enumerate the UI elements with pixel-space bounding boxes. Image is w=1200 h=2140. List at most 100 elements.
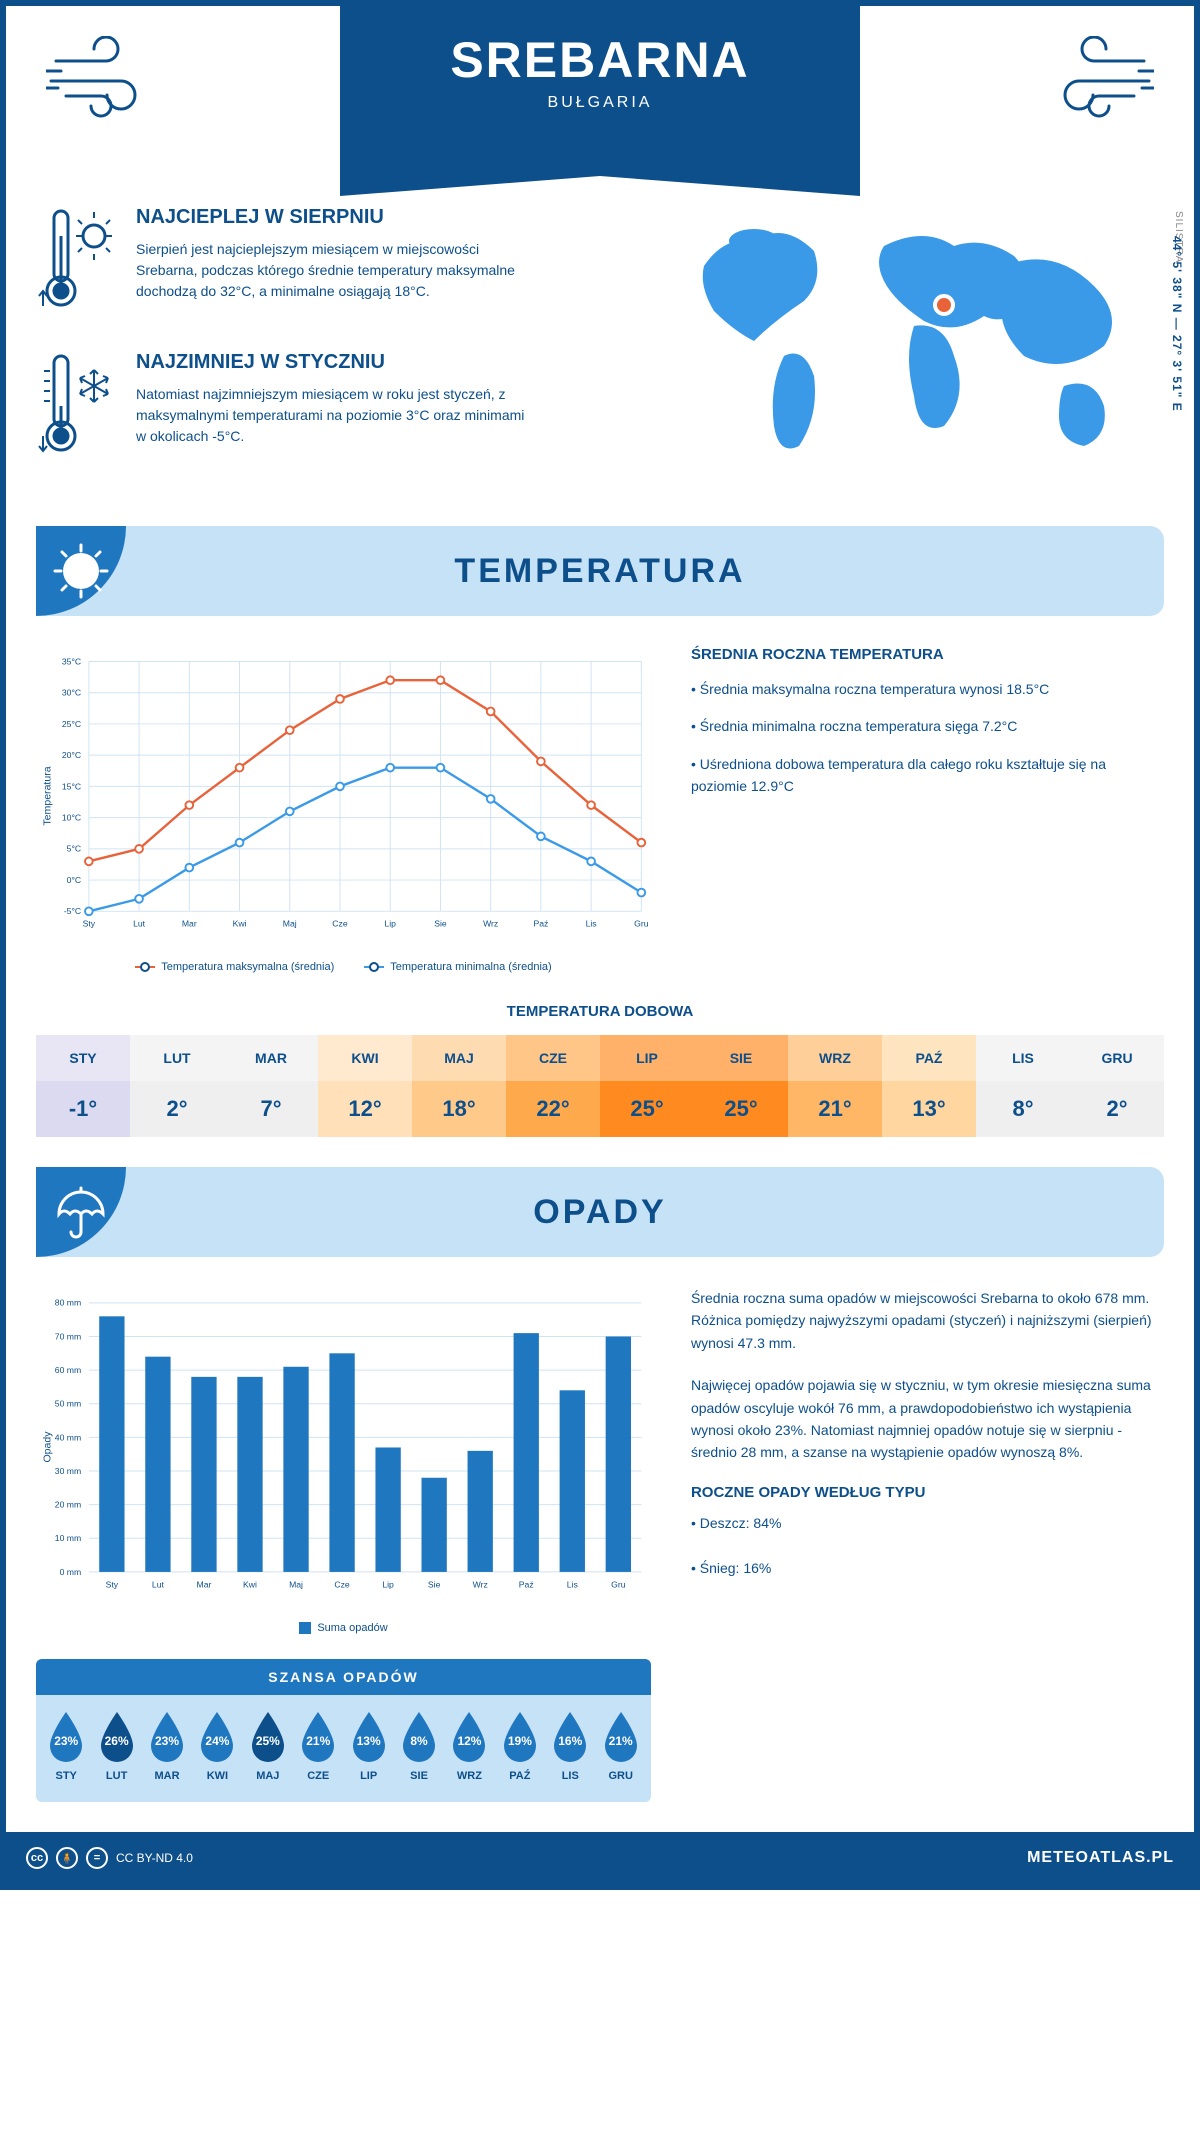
svg-text:Paź: Paź [533, 919, 548, 929]
daily-col: LUT2° [130, 1035, 224, 1137]
chance-drop: 13%LIP [347, 1710, 391, 1782]
svg-text:50 mm: 50 mm [55, 1399, 81, 1409]
chance-drop: 12%WRZ [447, 1710, 491, 1782]
svg-text:35°C: 35°C [62, 656, 81, 666]
chance-drop: 16%LIS [548, 1710, 592, 1782]
precip-type-bullet: • Deszcz: 84% [691, 1511, 1164, 1536]
annual-temp-bullet: • Średnia maksymalna roczna temperatura … [691, 678, 1164, 700]
chance-drop: 23%MAR [145, 1710, 189, 1782]
chance-drop: 8%SIE [397, 1710, 441, 1782]
daily-temp-title: TEMPERATURA DOBOWA [36, 1003, 1164, 1020]
sun-icon [36, 526, 126, 616]
daily-month: SIE [694, 1035, 788, 1081]
chance-title: SZANSA OPADÓW [36, 1659, 651, 1695]
precip-type-bullet: • Śnieg: 16% [691, 1556, 1164, 1581]
by-icon: 🧍 [56, 1847, 78, 1869]
wind-icon-left [46, 36, 156, 131]
legend-precip: Suma opadów [317, 1622, 387, 1634]
daily-col: LIP25° [600, 1035, 694, 1137]
svg-text:10°C: 10°C [62, 813, 81, 823]
svg-text:Sie: Sie [428, 1579, 441, 1589]
daily-value: 18° [412, 1081, 506, 1137]
svg-text:Gru: Gru [634, 919, 649, 929]
precip-type-title: ROCZNE OPADY WEDŁUG TYPU [691, 1484, 1164, 1501]
chance-drop: 23%STY [44, 1710, 88, 1782]
daily-value: 21° [788, 1081, 882, 1137]
temperature-line-chart: -5°C0°C5°C10°C15°C20°C25°C30°C35°CStyLut… [36, 646, 651, 946]
daily-value: 8° [976, 1081, 1070, 1137]
chance-drop: 21%CZE [296, 1710, 340, 1782]
page: SREBARNA BUŁGARIA [0, 0, 1200, 1890]
daily-value: 2° [1070, 1081, 1164, 1137]
svg-text:Lut: Lut [133, 919, 146, 929]
svg-text:15°C: 15°C [62, 781, 81, 791]
site-name: METEOATLAS.PL [1027, 1849, 1174, 1867]
precip-title: OPADY [533, 1193, 666, 1232]
svg-text:30°C: 30°C [62, 688, 81, 698]
svg-text:60 mm: 60 mm [55, 1365, 81, 1375]
daily-month: CZE [506, 1035, 600, 1081]
daily-month: MAJ [412, 1035, 506, 1081]
svg-text:25°C: 25°C [62, 719, 81, 729]
title-banner: SREBARNA BUŁGARIA [340, 6, 860, 176]
temperature-title: TEMPERATURA [454, 552, 745, 591]
svg-text:Lip: Lip [384, 919, 396, 929]
temperature-body: -5°C0°C5°C10°C15°C20°C25°C30°C35°CStyLut… [36, 646, 1164, 973]
svg-text:70 mm: 70 mm [55, 1331, 81, 1341]
wind-icon-right [1044, 36, 1154, 131]
precip-body: 0 mm10 mm20 mm30 mm40 mm50 mm60 mm70 mm8… [36, 1287, 1164, 1802]
precip-summary: Średnia roczna suma opadów w miejscowośc… [691, 1287, 1164, 1802]
svg-text:Gru: Gru [611, 1579, 626, 1589]
daily-col: MAJ18° [412, 1035, 506, 1137]
footer: cc 🧍 = CC BY-ND 4.0 METEOATLAS.PL [6, 1832, 1194, 1884]
chance-box: SZANSA OPADÓW 23%STY26%LUT23%MAR24%KWI25… [36, 1659, 651, 1802]
svg-text:0 mm: 0 mm [60, 1567, 82, 1577]
svg-text:30 mm: 30 mm [55, 1466, 81, 1476]
svg-text:Cze: Cze [334, 1579, 350, 1589]
daily-month: PAŹ [882, 1035, 976, 1081]
map-svg [664, 206, 1164, 466]
daily-month: LUT [130, 1035, 224, 1081]
annual-temp-bullet: • Uśredniona dobowa temperatura dla całe… [691, 753, 1164, 798]
daily-col: LIS8° [976, 1035, 1070, 1137]
daily-value: 25° [694, 1081, 788, 1137]
svg-text:20 mm: 20 mm [55, 1500, 81, 1510]
svg-text:Lip: Lip [382, 1579, 394, 1589]
hottest-fact: NAJCIEPLEJ W SIERPNIU Sierpień jest najc… [36, 206, 634, 321]
coldest-text: Natomiast najzimniejszym miesiącem w rok… [136, 384, 536, 447]
license-text: CC BY-ND 4.0 [116, 1851, 193, 1865]
location-marker [935, 296, 953, 314]
svg-text:Sty: Sty [106, 1579, 119, 1589]
svg-text:Kwi: Kwi [243, 1579, 257, 1589]
svg-text:Maj: Maj [289, 1579, 303, 1589]
intro-section: NAJCIEPLEJ W SIERPNIU Sierpień jest najc… [36, 206, 1164, 496]
daily-col: MAR7° [224, 1035, 318, 1137]
svg-text:Lis: Lis [586, 919, 597, 929]
svg-text:-5°C: -5°C [64, 906, 81, 916]
svg-text:Lut: Lut [152, 1579, 165, 1589]
svg-text:Cze: Cze [332, 919, 348, 929]
svg-text:40 mm: 40 mm [55, 1432, 81, 1442]
daily-col: WRZ21° [788, 1035, 882, 1137]
daily-temp-table: STY-1°LUT2°MAR7°KWI12°MAJ18°CZE22°LIP25°… [36, 1035, 1164, 1137]
daily-value: -1° [36, 1081, 130, 1137]
temperature-summary: ŚREDNIA ROCZNA TEMPERATURA • Średnia mak… [691, 646, 1164, 973]
chance-drop: 21%GRU [599, 1710, 643, 1782]
daily-col: SIE25° [694, 1035, 788, 1137]
svg-text:Sty: Sty [83, 919, 96, 929]
svg-text:Temperatura: Temperatura [41, 766, 53, 825]
thermometer-sun-icon [36, 206, 116, 321]
chance-drop: 26%LUT [95, 1710, 139, 1782]
legend-min: Temperatura minimalna (średnia) [390, 961, 551, 973]
annual-temp-title: ŚREDNIA ROCZNA TEMPERATURA [691, 646, 1164, 663]
svg-text:Wrz: Wrz [473, 1579, 488, 1589]
precip-header: OPADY [36, 1167, 1164, 1257]
license: cc 🧍 = CC BY-ND 4.0 [26, 1847, 193, 1869]
thermometer-snow-icon [36, 351, 116, 466]
world-map: SILISTRA 44° 5' 38" N — 27° 3' 51" E [664, 206, 1164, 496]
daily-month: LIS [976, 1035, 1070, 1081]
cc-icon: cc [26, 1847, 48, 1869]
location-title: SREBARNA [340, 31, 860, 89]
temperature-header: TEMPERATURA [36, 526, 1164, 616]
svg-text:Kwi: Kwi [233, 919, 247, 929]
